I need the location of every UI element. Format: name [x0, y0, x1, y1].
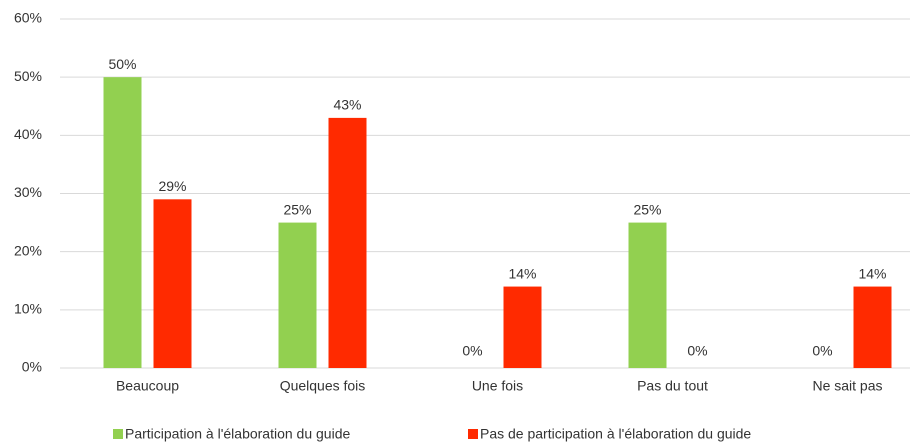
x-tick-label: Ne sait pas: [812, 378, 882, 394]
data-label: 50%: [108, 56, 136, 72]
data-label: 43%: [333, 97, 361, 113]
data-label: 0%: [462, 343, 482, 359]
data-label: 14%: [508, 265, 536, 281]
data-label: 14%: [858, 265, 886, 281]
legend-label: Participation à l'élaboration du guide: [125, 426, 350, 442]
legend-swatch: [113, 429, 123, 439]
y-tick-label: 60%: [14, 10, 42, 26]
y-tick-label: 10%: [14, 301, 42, 317]
y-tick-label: 30%: [14, 184, 42, 200]
y-tick-label: 50%: [14, 68, 42, 84]
data-label: 0%: [812, 343, 832, 359]
bar: [628, 222, 667, 368]
x-tick-label: Beaucoup: [116, 378, 179, 394]
y-tick-label: 0%: [22, 359, 42, 375]
bar: [153, 199, 192, 368]
legend-swatch: [468, 429, 478, 439]
data-label: 29%: [158, 178, 186, 194]
y-tick-label: 20%: [14, 242, 42, 258]
bar: [278, 222, 317, 368]
legend-label: Pas de participation à l'élaboration du …: [480, 426, 751, 442]
data-label: 25%: [283, 201, 311, 217]
bar: [328, 117, 367, 368]
data-label: 25%: [633, 201, 661, 217]
x-tick-label: Une fois: [472, 378, 523, 394]
bar: [503, 286, 542, 368]
x-tick-label: Quelques fois: [280, 378, 366, 394]
bar: [853, 286, 892, 368]
y-tick-label: 40%: [14, 126, 42, 142]
data-label: 0%: [687, 343, 707, 359]
bar: [103, 77, 142, 369]
x-tick-label: Pas du tout: [637, 378, 708, 394]
